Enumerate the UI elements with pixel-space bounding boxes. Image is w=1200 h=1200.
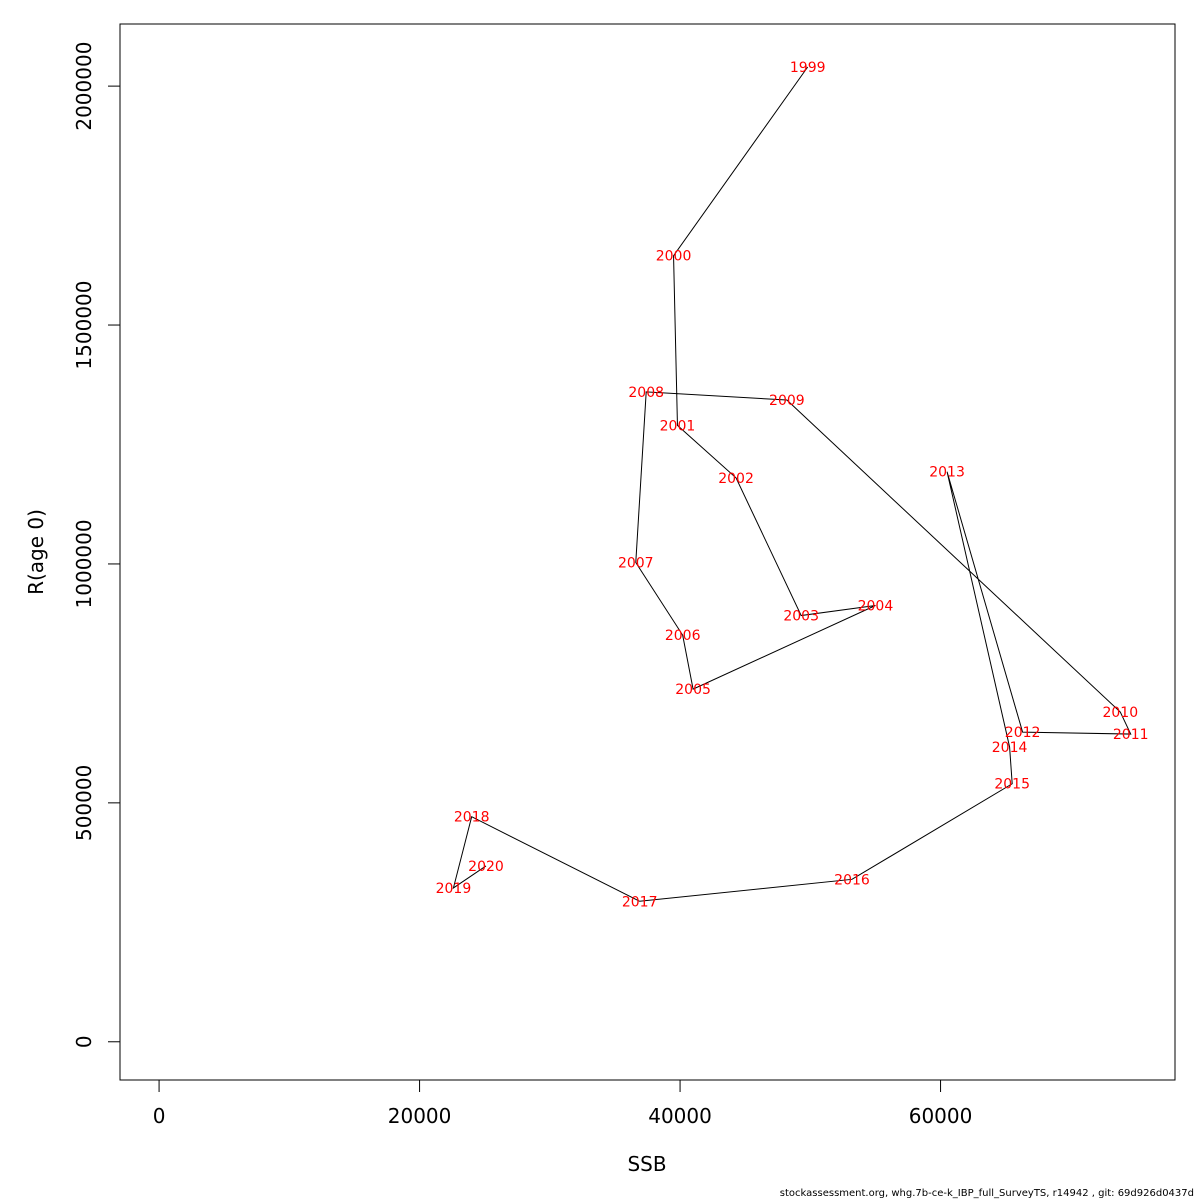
year-label-2010: 2010 xyxy=(1102,705,1138,721)
year-label-2015: 2015 xyxy=(994,777,1030,793)
x-tick-label: 60000 xyxy=(909,1104,973,1128)
year-label-2009: 2009 xyxy=(769,393,805,409)
year-label-2002: 2002 xyxy=(718,471,754,487)
series-line xyxy=(452,66,1132,902)
year-label-2000: 2000 xyxy=(656,249,692,265)
x-tick-label: 0 xyxy=(153,1104,166,1128)
year-label-2007: 2007 xyxy=(618,556,654,572)
year-label-2003: 2003 xyxy=(783,609,819,625)
year-label-2011: 2011 xyxy=(1113,727,1149,743)
y-tick-label: 1500000 xyxy=(72,280,96,369)
year-label-2004: 2004 xyxy=(858,599,894,615)
year-label-2019: 2019 xyxy=(436,881,472,897)
year-label-2008: 2008 xyxy=(628,385,664,401)
year-label-2016: 2016 xyxy=(834,872,870,888)
year-label-2012: 2012 xyxy=(1005,725,1041,741)
x-axis-title: SSB xyxy=(627,1152,666,1176)
y-tick-label: 2000000 xyxy=(72,42,96,131)
footer-credit: stockassessment.org, whg.7b-ce-k_IBP_ful… xyxy=(779,1188,1194,1199)
y-axis: 0 500000 1000000 1500000 2000000 xyxy=(72,42,121,1048)
year-label-1999: 1999 xyxy=(790,60,826,76)
y-tick-label: 0 xyxy=(72,1035,96,1048)
year-labels: 1999 2000 2001 2002 2003 2004 2005 2006 2007 2008… xyxy=(436,60,1149,910)
year-label-2017: 2017 xyxy=(622,894,658,910)
y-tick-label: 500000 xyxy=(72,765,96,841)
recruitment-path xyxy=(452,66,1132,902)
x-tick-label: 20000 xyxy=(388,1104,452,1128)
year-label-2006: 2006 xyxy=(665,628,701,644)
year-label-2005: 2005 xyxy=(675,682,711,698)
x-axis: 0 20000 40000 60000 xyxy=(153,1079,973,1128)
plot-frame xyxy=(119,23,1176,1081)
year-label-2018: 2018 xyxy=(454,810,490,826)
year-label-2020: 2020 xyxy=(468,859,504,875)
year-label-2013: 2013 xyxy=(929,465,965,481)
year-label-2014: 2014 xyxy=(992,740,1028,756)
x-tick-label: 40000 xyxy=(648,1104,712,1128)
y-tick-label: 1000000 xyxy=(72,519,96,608)
year-label-2001: 2001 xyxy=(660,418,696,434)
y-axis-title: R(age 0) xyxy=(24,509,48,595)
